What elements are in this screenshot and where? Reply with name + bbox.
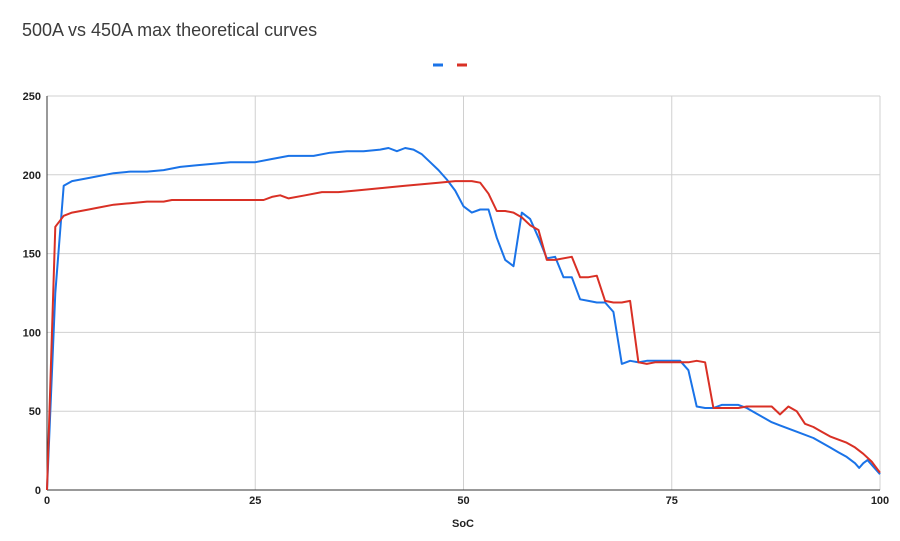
series-line-2 (46, 180, 881, 491)
y-tick-label: 250 (23, 91, 41, 103)
x-tick-label: 50 (457, 495, 469, 507)
y-tick-label: 0 (35, 485, 41, 497)
gridlines (47, 95, 881, 490)
y-tick-label: 150 (23, 249, 41, 261)
axes: 0 50 100 150 200 250 0 25 50 75 100 (23, 91, 890, 507)
x-tick-label: 75 (666, 495, 678, 507)
x-axis-label: SoC (452, 518, 474, 530)
y-tick-label: 100 (23, 327, 41, 339)
x-tick-label: 0 (44, 495, 50, 507)
x-tick-label: 25 (249, 495, 261, 507)
series-lines (46, 147, 881, 491)
chart-title: 500A vs 450A max theoretical curves (22, 20, 318, 40)
x-tick-label: 100 (871, 495, 889, 507)
y-tick-label: 50 (29, 406, 41, 418)
y-tick-label: 200 (23, 170, 41, 182)
